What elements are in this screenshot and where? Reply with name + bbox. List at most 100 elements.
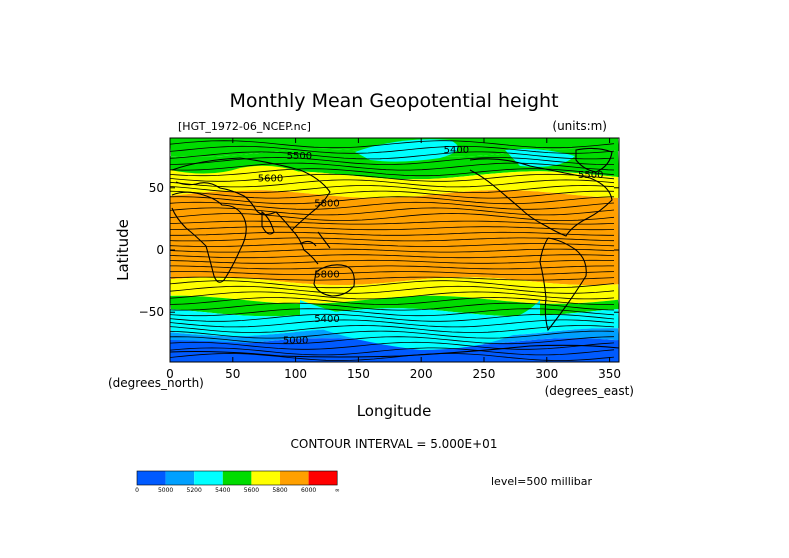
contour-line: [170, 265, 614, 270]
contour-labels: 5400 5500 5600 5800 5800 5400 5000 5500: [258, 145, 604, 346]
contour-line: [170, 207, 615, 216]
contour-line: [170, 302, 615, 311]
x-tick-label: 150: [347, 367, 370, 381]
colorbar: 0 5000 5200 5400 5600 5800 6000 ∞: [135, 470, 340, 494]
contour-line: [170, 151, 615, 160]
contour-line: [170, 201, 615, 210]
colorbar-label: 0: [135, 487, 139, 494]
dataset-label: [HGT_1972-06_NCEP.nc]: [178, 120, 311, 133]
colorbar-swatch: [137, 471, 166, 485]
colorbar-label: 5800: [272, 487, 287, 494]
colorbar-label: 5200: [187, 487, 202, 494]
coast-africa: [171, 191, 247, 283]
contour-line: [170, 347, 615, 356]
coast-antarctica: [170, 344, 619, 358]
contour-line: [170, 162, 615, 171]
contour-line: [170, 336, 615, 345]
colorbar-swatch: [251, 471, 280, 485]
y-tick-label: 50: [149, 181, 164, 195]
contour-line: [170, 248, 615, 253]
contour-line: [170, 196, 615, 205]
contour-line: [170, 271, 615, 275]
x-unit-label: (degrees_east): [545, 384, 634, 398]
coast-south-america: [539, 237, 587, 332]
contour-line: [170, 243, 615, 247]
y-tick-label: 0: [156, 243, 164, 257]
contour-line: [170, 341, 615, 350]
colorbar-label: 6000: [301, 487, 316, 494]
contour-line: [170, 254, 615, 259]
contour-label: 5400: [444, 145, 469, 156]
contour-line: [170, 313, 615, 322]
x-tick-label: 100: [284, 367, 307, 381]
colorbar-frame: [136, 470, 338, 486]
contour-label: 5800: [314, 198, 339, 209]
x-tick-label: 200: [410, 367, 433, 381]
chart-title: Monthly Mean Geopotential height: [229, 90, 558, 112]
x-tick-label: 0: [166, 367, 174, 381]
contour-label: 5000: [283, 335, 308, 346]
contour-line: [170, 325, 615, 333]
colorbar-swatch: [222, 471, 252, 485]
contour-label: 5400: [314, 314, 339, 325]
y-unit-label: (degrees_north): [108, 376, 204, 390]
contour-band: [170, 295, 619, 317]
contour-lines: [170, 140, 615, 361]
contour-line: [170, 168, 615, 177]
x-tick-label: 300: [535, 367, 558, 381]
plot-area: 5400 5500 5600 5800 5800 5400 5000 5500: [170, 138, 619, 362]
coast-north-america: [469, 158, 613, 237]
jet-trough-pacific: [300, 300, 540, 350]
contour-line: [170, 173, 615, 182]
colorbar-swatch: [308, 471, 338, 485]
contour-line: [170, 319, 615, 328]
colorbar-swatch: [165, 471, 195, 485]
contour-line: [170, 291, 615, 300]
contour-line: [170, 276, 615, 281]
x-axis-ticks: 0 50 100 150 200 250 300 350: [166, 138, 621, 381]
contour-label: 5800: [314, 269, 339, 280]
coast-greenland: [575, 147, 613, 173]
colorbar-label: 5400: [215, 487, 230, 494]
pressure-level-text: level=500 millibar: [491, 475, 593, 488]
y-tick-label: −50: [139, 305, 164, 319]
colorbar-label: 5600: [244, 487, 259, 494]
contour-line: [170, 353, 615, 361]
contour-line: [170, 185, 615, 193]
contour-line: [170, 297, 615, 305]
units-label: (units:m): [552, 119, 607, 133]
coast-india: [261, 210, 275, 235]
contour-line: [170, 190, 615, 199]
contour-line: [170, 213, 615, 221]
contour-line: [170, 140, 615, 149]
coast-eurasia: [171, 157, 331, 231]
contour-line: [170, 226, 615, 231]
x-axis-label: Longitude: [357, 402, 432, 420]
map-features: 5400 5500 5600 5800 5800 5400 5000 5500: [170, 139, 619, 362]
contour-line: [170, 285, 615, 294]
colorbar-swatch: [194, 471, 223, 485]
contour-band: [170, 190, 619, 286]
contour-line: [170, 308, 615, 317]
contour-label: 5500: [578, 170, 603, 181]
contour-line: [170, 145, 615, 154]
x-tick-label: 350: [598, 367, 621, 381]
y-axis-ticks: 50 0 −50: [139, 181, 619, 319]
contour-line: [170, 231, 614, 236]
colorbar-swatch: [280, 471, 309, 485]
colorbar-label: ∞: [335, 487, 340, 494]
x-tick-label: 250: [473, 367, 496, 381]
contour-line: [170, 179, 615, 188]
coastlines: [170, 147, 619, 358]
coast-se-asia: [291, 229, 331, 265]
contour-line: [170, 330, 615, 339]
y-axis-label: Latitude: [114, 219, 132, 281]
contour-interval-text: CONTOUR INTERVAL = 5.000E+01: [291, 437, 498, 451]
contour-label: 5500: [287, 151, 312, 162]
contour-label: 5600: [258, 174, 283, 185]
contour-line: [170, 280, 615, 289]
colorbar-label: 5000: [158, 487, 173, 494]
coast-australia: [313, 264, 355, 297]
x-tick-label: 50: [225, 367, 240, 381]
